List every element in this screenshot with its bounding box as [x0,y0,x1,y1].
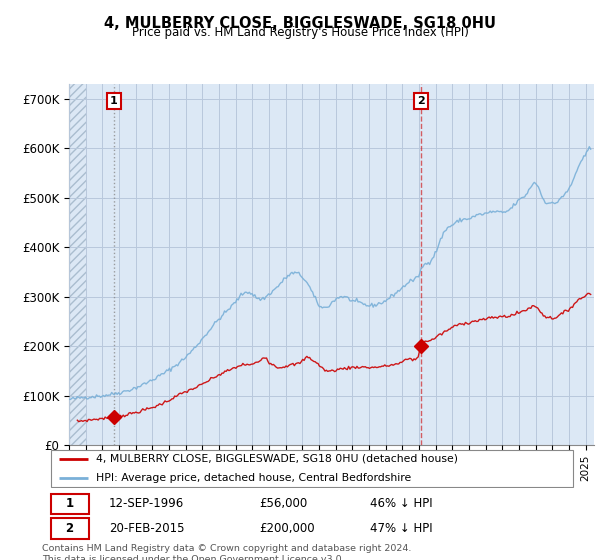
Text: £56,000: £56,000 [259,497,307,511]
Text: 47% ↓ HPI: 47% ↓ HPI [370,522,433,535]
Text: 46% ↓ HPI: 46% ↓ HPI [370,497,433,511]
Text: Contains HM Land Registry data © Crown copyright and database right 2024.
This d: Contains HM Land Registry data © Crown c… [42,544,412,560]
Text: 20-FEB-2015: 20-FEB-2015 [109,522,184,535]
Text: 12-SEP-1996: 12-SEP-1996 [109,497,184,511]
Text: 2: 2 [65,522,74,535]
FancyBboxPatch shape [50,494,89,514]
Text: £200,000: £200,000 [259,522,315,535]
Text: Price paid vs. HM Land Registry's House Price Index (HPI): Price paid vs. HM Land Registry's House … [131,26,469,39]
Text: 2: 2 [417,96,425,106]
Text: 1: 1 [65,497,74,511]
FancyBboxPatch shape [50,519,89,539]
Text: HPI: Average price, detached house, Central Bedfordshire: HPI: Average price, detached house, Cent… [95,473,411,483]
Text: 1: 1 [110,96,118,106]
Bar [69,84,86,445]
Bar [69,84,86,445]
FancyBboxPatch shape [50,450,574,487]
Text: 4, MULBERRY CLOSE, BIGGLESWADE, SG18 0HU: 4, MULBERRY CLOSE, BIGGLESWADE, SG18 0HU [104,16,496,31]
Text: 4, MULBERRY CLOSE, BIGGLESWADE, SG18 0HU (detached house): 4, MULBERRY CLOSE, BIGGLESWADE, SG18 0HU… [95,454,458,464]
